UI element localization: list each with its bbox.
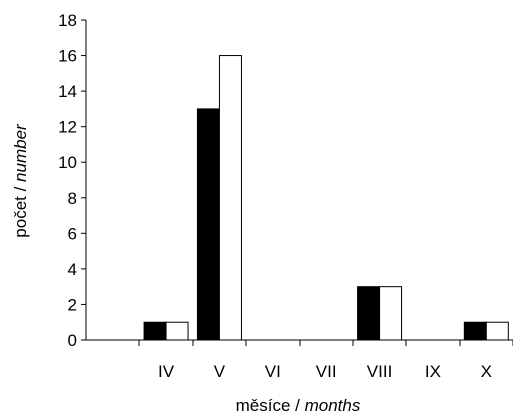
x-tick-label: IX	[425, 362, 441, 381]
x-tick-label: V	[214, 362, 226, 381]
bar-series-2-X	[485, 321, 509, 341]
x-tick-label: IV	[158, 362, 175, 381]
x-axis-title: měsíce / months	[236, 396, 361, 415]
y-tick-label: 0	[68, 331, 77, 350]
bar-series-1-V	[196, 108, 220, 341]
y-tick-label: 18	[58, 11, 77, 30]
y-tick-label: 8	[68, 189, 77, 208]
bars-group	[143, 55, 509, 341]
x-tick-label: VI	[265, 362, 281, 381]
y-tick-label: 10	[58, 153, 77, 172]
y-axis-title-plain: počet /	[11, 182, 30, 238]
y-tick-label: 4	[68, 260, 77, 279]
x-tick-label: X	[481, 362, 492, 381]
y-ticks-group: 0 2 4 6 8 10 12 14 16 18	[58, 11, 86, 350]
x-ticks-group: IV V VI VII VIII IX X	[138, 340, 513, 381]
bar-series-1-IV	[143, 321, 167, 341]
x-tick-label: VIII	[367, 362, 393, 381]
bar-series-1-X	[463, 321, 487, 341]
bar-series-2-VIII	[379, 286, 403, 341]
bar-series-1-VIII	[357, 286, 381, 341]
y-tick-label: 14	[58, 82, 77, 101]
y-tick-label: 6	[68, 224, 77, 243]
axes-group	[85, 20, 513, 341]
y-axis-title-italic: number	[11, 123, 30, 182]
bar-series-2-V	[218, 55, 242, 341]
y-tick-label: 12	[58, 118, 77, 137]
y-tick-label: 16	[58, 47, 77, 66]
x-tick-label: VII	[316, 362, 337, 381]
bar-series-2-IV	[165, 321, 189, 341]
x-axis-title-plain: měsíce /	[236, 396, 305, 415]
y-tick-label: 2	[68, 295, 77, 314]
y-axis-title: počet / number	[11, 123, 30, 238]
x-axis-title-italic: months	[305, 396, 361, 415]
